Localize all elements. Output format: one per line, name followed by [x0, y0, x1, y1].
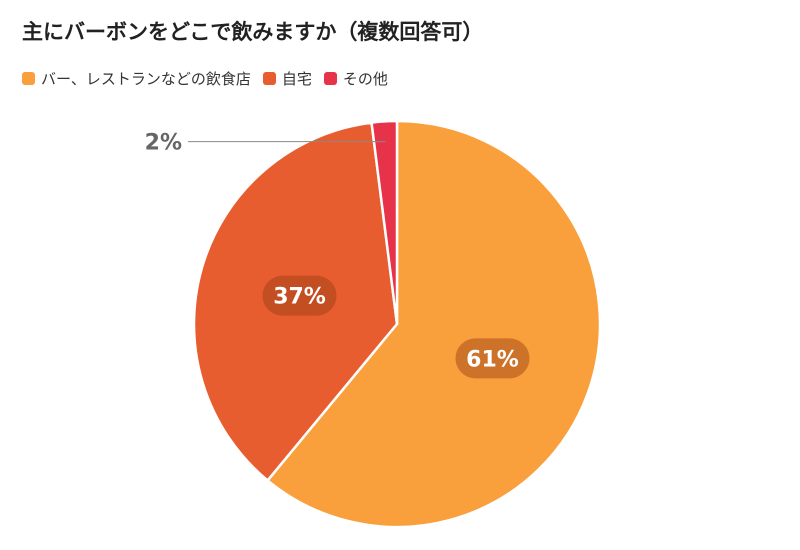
legend-label-other: その他 — [342, 70, 388, 88]
pie-label-other: 2% — [145, 131, 182, 156]
pie-label-home: 37% — [262, 275, 337, 316]
pie-label-restaurant: 61% — [455, 338, 530, 379]
legend-swatch-other — [323, 72, 337, 85]
chart-title: 主にバーボンをどこで飲みますか（複数回答可） — [22, 20, 484, 44]
pie-slice-other — [370, 119, 399, 326]
pie-label-text-restaurant: 61% — [466, 347, 519, 372]
legend-item-restaurant: バー、レストランなどの飲食店 — [22, 68, 251, 89]
legend-swatch-restaurant — [22, 72, 35, 85]
legend-swatch-home — [262, 72, 276, 85]
pie-slice-restaurant — [266, 119, 602, 529]
legend: バー、レストランなどの飲食店 自宅 その他 — [22, 68, 400, 89]
pie-label-pill-restaurant — [455, 338, 530, 379]
legend-label-restaurant: バー、レストランなどの飲食店 — [41, 70, 251, 88]
legend-item-other: その他 — [323, 68, 388, 89]
legend-item-home: 自宅 — [262, 68, 312, 89]
pie-label-text-home: 37% — [273, 285, 326, 310]
pie-label-pill-home — [262, 275, 337, 316]
legend-label-home: 自宅 — [281, 70, 312, 88]
pie-slice-home — [192, 121, 399, 482]
